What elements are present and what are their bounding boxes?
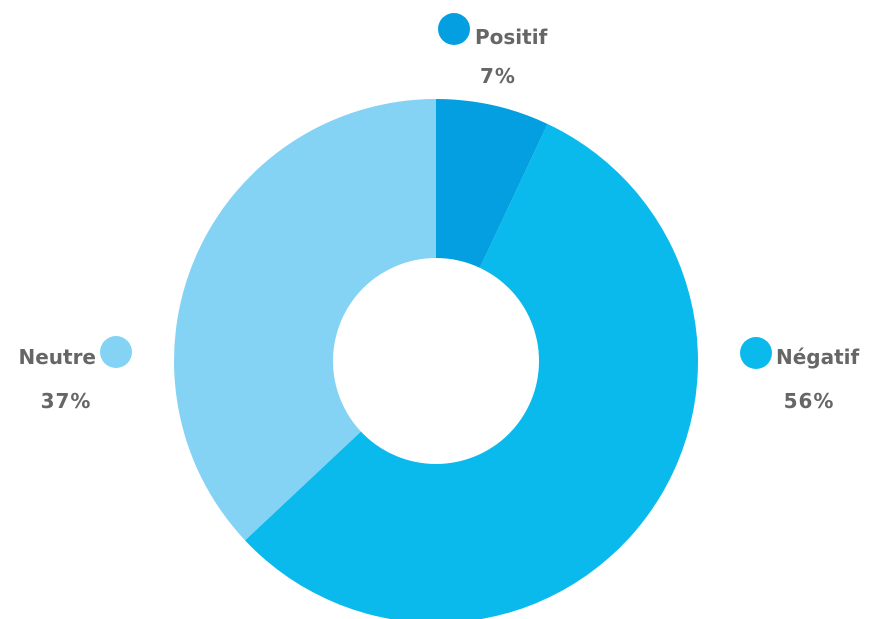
donut-hole [333, 258, 539, 464]
slice-label-neutre: Neutre [18, 345, 96, 369]
legend-dot-positif [438, 13, 470, 45]
slice-value-negatif: 56% [784, 389, 835, 413]
slice-value-positif: 7% [480, 64, 516, 88]
slice-neutre [174, 99, 436, 541]
slice-label-positif: Positif [475, 25, 548, 49]
slice-label-negatif: Négatif [776, 345, 860, 369]
label-neutre: Neutre 37% [18, 336, 132, 413]
slice-value-neutre: 37% [41, 389, 92, 413]
legend-dot-negatif [740, 337, 772, 369]
label-positif: Positif 7% [438, 13, 548, 88]
label-negatif: Négatif 56% [740, 337, 860, 413]
legend-dot-neutre [100, 336, 132, 368]
